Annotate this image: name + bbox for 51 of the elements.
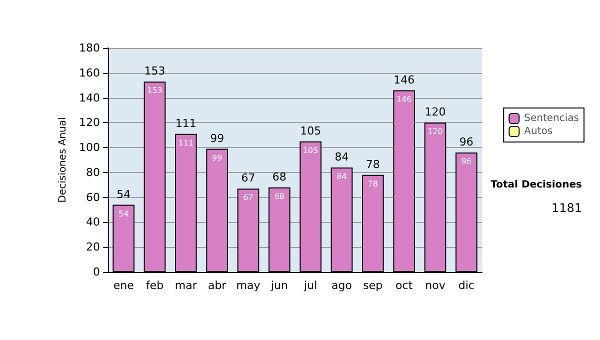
total-label: 105	[300, 124, 322, 138]
x-tick-label: mar	[174, 279, 198, 292]
text: Total Decisiones	[490, 180, 582, 190]
y-tick-label: 40	[86, 216, 100, 229]
total-label: 120	[424, 106, 446, 119]
total-label: 54	[116, 188, 131, 201]
data-label: 153	[147, 86, 162, 96]
total-label: 68	[272, 170, 286, 184]
data-label: 96	[461, 157, 472, 166]
legend-label: Sentencias	[524, 113, 580, 124]
y-tick-label: 160	[79, 66, 100, 80]
total-label: 99	[210, 132, 224, 145]
data-label: 68	[274, 192, 285, 201]
x-tick-label: may	[236, 279, 261, 292]
y-tick-label: 180	[79, 42, 100, 54]
data-label: 84	[336, 172, 347, 181]
total-label: 78	[366, 158, 380, 171]
data-label: 67	[243, 193, 254, 202]
total-label: 153	[144, 64, 166, 78]
data-label: 120	[428, 127, 443, 136]
x-tick-label: sep	[363, 279, 383, 292]
x-tick-label: jul	[303, 279, 318, 292]
total-label: 84	[334, 150, 349, 164]
y-tick-label: 80	[86, 166, 100, 179]
total-label: 67	[241, 172, 256, 185]
data-label: 99	[212, 153, 222, 162]
x-tick-label: oct	[396, 279, 414, 292]
x-tick-label: nov	[425, 279, 446, 292]
x-tick-label: jun	[270, 279, 288, 292]
x-tick-label: ene	[113, 279, 134, 292]
total-label: 111	[175, 116, 196, 130]
x-tick-label: abr	[208, 279, 227, 292]
y-tick-label: 120	[79, 116, 100, 130]
x-tick-label: ago	[332, 279, 352, 292]
y-tick-label: 0	[93, 266, 100, 278]
y-axis-title: Decisiones Anual	[58, 117, 69, 203]
data-label: 146	[396, 94, 412, 104]
legend-label: Autos	[524, 126, 553, 137]
data-label: 54	[118, 209, 129, 218]
data-label: 78	[368, 179, 378, 188]
total-label: 146	[394, 73, 415, 86]
y-tick-label: 100	[79, 141, 100, 154]
y-tick-label: 140	[79, 91, 100, 104]
data-label: 105	[302, 146, 318, 155]
x-tick-label: dic	[458, 279, 474, 292]
data-label: 111	[178, 138, 194, 148]
y-tick-label: 20	[86, 240, 100, 254]
y-tick-label: 60	[86, 190, 100, 204]
total-label: 96	[459, 136, 474, 149]
x-tick-label: feb	[146, 279, 164, 292]
text: 1181	[551, 201, 582, 215]
